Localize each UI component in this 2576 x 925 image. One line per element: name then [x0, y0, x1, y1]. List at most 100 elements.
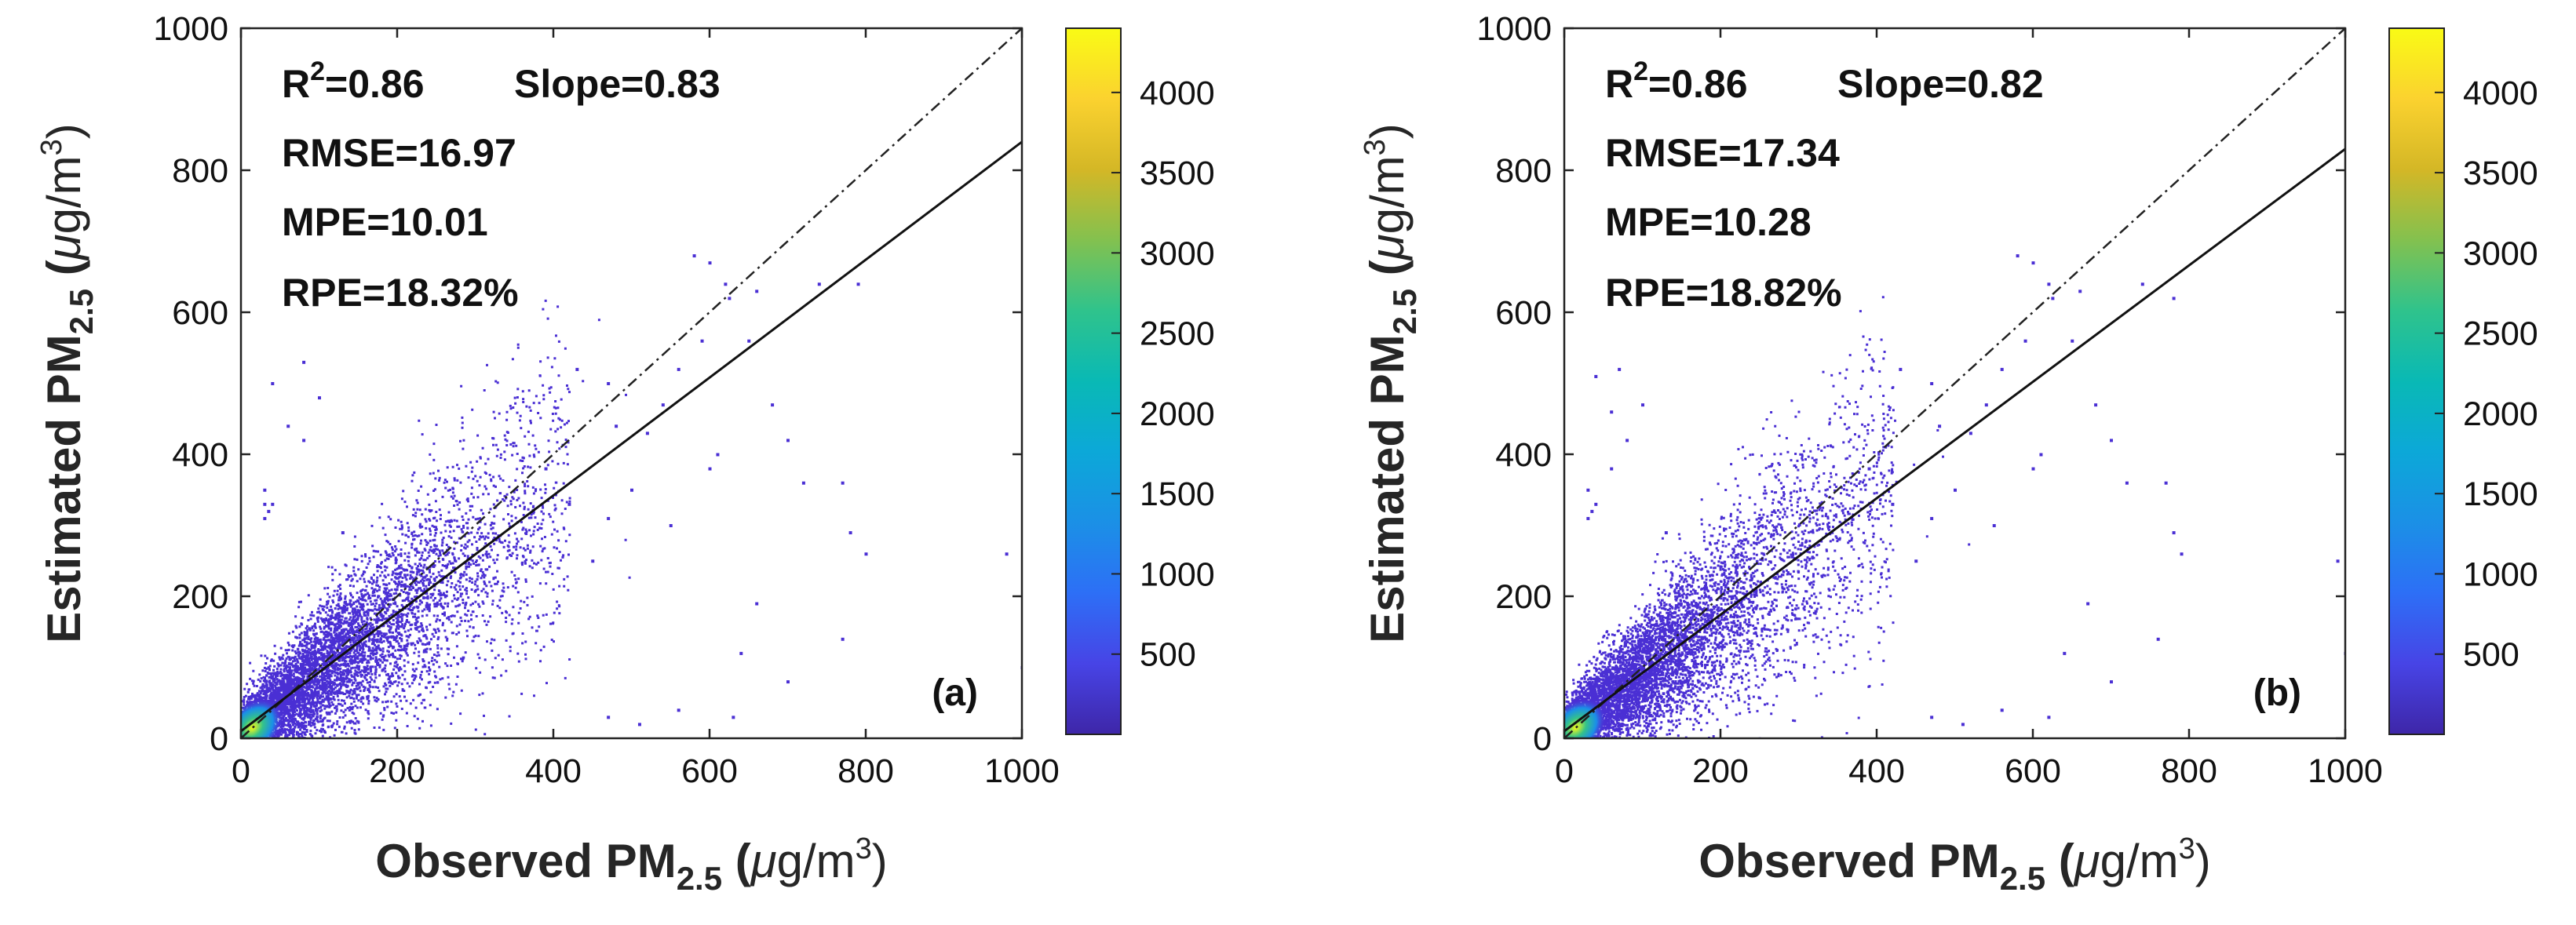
scatter-point — [732, 716, 735, 719]
scatter-point — [841, 481, 845, 485]
colorbar-tick-label: 4000 — [1140, 75, 1215, 112]
scatter-point — [1664, 531, 1668, 535]
scatter-point — [1961, 723, 1965, 727]
r-squared-label: R2=0.86 — [1605, 56, 1748, 106]
scatter-point — [2086, 602, 2090, 606]
scatter-point — [2125, 481, 2129, 485]
scatter-point — [755, 290, 759, 293]
mpe-label: MPE=10.28 — [1605, 200, 1812, 244]
colorbar-tick-label: 3000 — [1140, 235, 1215, 272]
density-cloud — [241, 299, 631, 738]
regression-line — [1564, 147, 2345, 733]
x-axis-label: Observed PM2.5 (μg/m3) — [375, 832, 888, 897]
scatter-point — [2172, 531, 2176, 535]
panel-label: (a) — [932, 672, 978, 714]
scatter-point — [2336, 559, 2340, 563]
scatter-point — [575, 367, 579, 371]
scatter-point — [786, 680, 790, 684]
x-tick-label: 800 — [2161, 752, 2217, 790]
scatter-point — [1968, 432, 1972, 435]
scatter-point — [1005, 552, 1009, 556]
y-tick-label: 400 — [1495, 436, 1552, 474]
scatter-point — [2000, 367, 2004, 371]
scatter-point — [302, 439, 306, 442]
scatter-point — [661, 403, 665, 407]
scatter-point — [267, 509, 271, 513]
scatter-point — [2078, 290, 2082, 293]
scatter-point — [786, 439, 790, 442]
scatter-point — [1891, 502, 1895, 506]
scatter-point — [1984, 403, 1988, 407]
y-axis-label: Estimated PM2.5 (μg/m3) — [35, 123, 100, 643]
scatter-point — [1586, 488, 1590, 492]
scatter-point — [1930, 716, 1934, 719]
colorbar-tick-label: 3500 — [2463, 155, 2538, 192]
regression-line — [241, 140, 1022, 733]
scatter-point — [1992, 524, 1996, 527]
colorbar-tick-label: 3000 — [2463, 235, 2538, 272]
scatter-point — [302, 360, 306, 364]
scatter-point — [708, 467, 712, 471]
scatter-point — [607, 516, 611, 520]
scatter-point — [630, 488, 633, 492]
scatter-point — [2172, 297, 2176, 300]
scatter-point — [728, 297, 732, 300]
x-tick-label: 1000 — [2308, 752, 2383, 790]
scatter-point — [2039, 453, 2043, 457]
y-tick-label: 800 — [1495, 152, 1552, 190]
scatter-point — [817, 282, 821, 286]
scatter-point — [771, 403, 775, 407]
colorbar-tick-label: 1500 — [2463, 475, 2538, 513]
scatter-point — [2063, 651, 2067, 655]
scatter-point — [724, 282, 728, 286]
panel-label: (b) — [2253, 672, 2301, 714]
scatter-point — [607, 382, 611, 385]
scatter-point — [263, 488, 267, 492]
scatter-point — [1618, 367, 1622, 371]
scatter-point — [1626, 439, 1629, 442]
scatter-point — [677, 367, 680, 371]
x-tick-label: 600 — [2005, 752, 2061, 790]
scatter-point — [544, 467, 548, 471]
rpe-label: RPE=18.32% — [282, 271, 519, 315]
scatter-point — [2110, 439, 2113, 442]
scatter-point — [2094, 403, 2098, 407]
scatter-point — [2016, 254, 2020, 258]
r-squared-label: R2=0.86 — [282, 56, 425, 106]
x-tick-label: 200 — [1692, 752, 1749, 790]
scatter-point — [1586, 516, 1590, 520]
one-to-one-line — [241, 28, 1022, 738]
x-tick-label: 800 — [837, 752, 894, 790]
scatter-point — [645, 432, 649, 435]
scatter-point — [271, 382, 275, 385]
scatter-point — [755, 602, 759, 606]
scatter-point — [2047, 282, 2051, 286]
scatter-point — [2051, 297, 2055, 300]
scatter-point — [716, 453, 720, 457]
colorbar-tick-label: 1000 — [2463, 555, 2538, 593]
x-tick-label: 1000 — [984, 752, 1060, 790]
scatter-point — [263, 516, 267, 520]
scatter-point — [615, 424, 618, 428]
scatter-point — [700, 339, 704, 343]
scatter-point — [2000, 708, 2004, 712]
y-tick-label: 0 — [210, 720, 228, 758]
scatter-point — [2047, 716, 2051, 719]
scatter-point — [286, 424, 290, 428]
scatter-point — [1610, 467, 1614, 471]
y-tick-label: 0 — [1533, 720, 1552, 758]
y-tick-label: 200 — [1495, 578, 1552, 616]
scatter-point — [2180, 552, 2184, 556]
scatter-point — [341, 531, 345, 535]
scatter-point — [318, 396, 321, 400]
x-axis-label: Observed PM2.5 (μg/m3) — [1698, 832, 2211, 897]
scatter-point — [2031, 261, 2035, 265]
data-points — [1564, 28, 2345, 738]
scatter-point — [2164, 481, 2168, 485]
scatter-point — [271, 502, 275, 506]
scatter-point — [1914, 559, 1918, 563]
density-cloud — [1564, 296, 1971, 738]
axes-frame — [239, 27, 1023, 740]
scatter-point — [2031, 467, 2035, 471]
scatter-point — [1938, 424, 1942, 428]
